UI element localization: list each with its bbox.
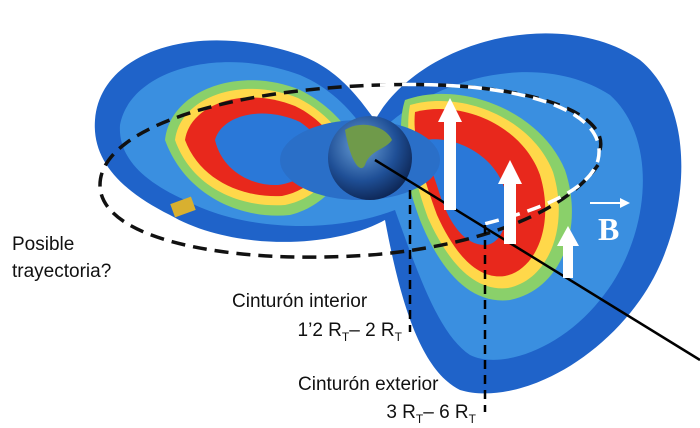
trajectory-label: Posible	[12, 234, 74, 255]
diagram: B Posible trayectoria? Cinturón interior…	[0, 0, 700, 428]
inner-belt-range: 1’2 RT– 2 RT	[298, 320, 403, 344]
subscript: T	[395, 330, 403, 344]
range-text: 3 R	[386, 402, 416, 423]
trajectory-label: trayectoria?	[12, 261, 111, 282]
range-text: – 6 R	[423, 402, 468, 423]
field-label: B	[598, 211, 619, 247]
outer-belt-name: Cinturón exterior	[298, 374, 439, 395]
range-text: 1’2 R	[298, 320, 342, 341]
subscript: T	[469, 412, 477, 426]
inner-belt-name: Cinturón interior	[232, 291, 368, 312]
outer-belt-range: 3 RT– 6 RT	[386, 402, 476, 426]
range-text: – 2 R	[349, 320, 394, 341]
